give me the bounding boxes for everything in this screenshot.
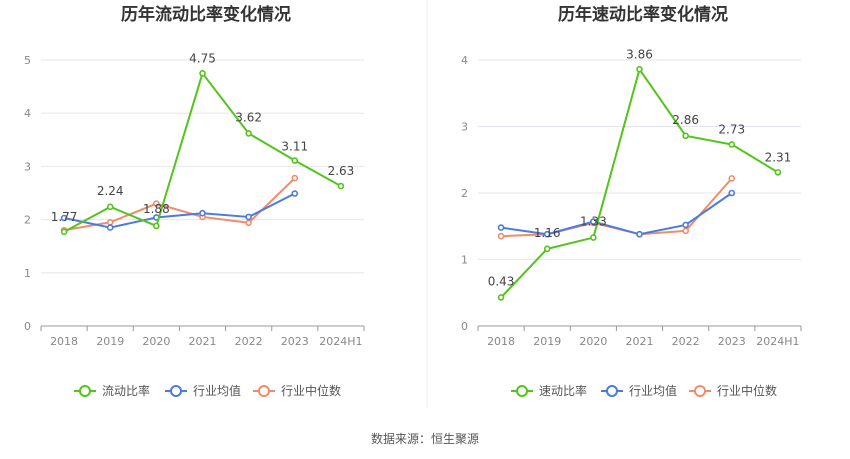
industry-median-series-point[interactable] (728, 175, 736, 182)
industry-avg-series-point[interactable] (497, 224, 505, 231)
industry-median-series-point[interactable] (106, 218, 114, 226)
main-series-point[interactable] (543, 245, 551, 253)
industry-avg-series-point[interactable] (636, 230, 643, 238)
industry-avg-series-point[interactable] (728, 189, 736, 197)
main-series-point[interactable] (497, 294, 505, 301)
y-tick-label: 2 (24, 214, 31, 227)
industry-avg-series-legend-label[interactable]: 行业均值 (193, 383, 241, 398)
x-tick-label: 2024H1 (319, 335, 362, 348)
main-series-point[interactable] (590, 234, 597, 241)
main-series-point[interactable] (682, 132, 689, 140)
main-series-legend-label[interactable]: 流动比率 (102, 383, 150, 398)
y-tick-label: 0 (461, 320, 468, 333)
data-label: 1.88 (143, 202, 170, 216)
data-label: 3.62 (235, 110, 262, 124)
data-label: 2.63 (328, 164, 355, 178)
industry-median-series-legend-label[interactable]: 行业中位数 (717, 383, 777, 398)
data-label: 2.31 (765, 150, 792, 164)
industry-avg-series-point[interactable] (590, 218, 597, 225)
y-tick-label: 2 (461, 187, 468, 200)
y-tick-label: 1 (461, 254, 468, 267)
industry-avg-series-point[interactable] (291, 190, 299, 197)
industry-median-series-point[interactable] (682, 227, 689, 235)
main-series-point[interactable] (199, 70, 206, 77)
y-tick-label: 3 (461, 121, 468, 134)
data-label: 1.16 (534, 226, 561, 240)
data-label: 3.11 (281, 140, 308, 154)
industry-avg-series-point[interactable] (60, 214, 68, 222)
y-tick-label: 4 (24, 107, 31, 120)
x-tick-label: 2021 (626, 335, 654, 348)
industry-median-series-point[interactable] (497, 232, 505, 240)
y-tick-label: 0 (24, 320, 31, 333)
industry-avg-series-point[interactable] (245, 213, 252, 221)
industry-median-series-point[interactable] (153, 200, 160, 207)
x-tick-label: 2021 (189, 335, 217, 348)
main-series-point[interactable] (728, 141, 736, 148)
industry-median-series-point[interactable] (245, 219, 252, 227)
industry-avg-series-point[interactable] (106, 224, 114, 231)
main-series-point[interactable] (774, 169, 782, 176)
industry-avg-series-point[interactable] (199, 209, 206, 217)
industry-avg-series-line (500, 192, 733, 236)
data-source-note: 数据来源：恒生聚源 (370, 432, 479, 446)
y-tick-label: 3 (24, 160, 31, 173)
x-tick-label: 2022 (235, 335, 263, 348)
data-label: 3.86 (626, 47, 653, 61)
industry-avg-series-point[interactable] (543, 230, 551, 238)
industry-median-series-legend-marker[interactable] (694, 385, 706, 397)
main-series-line (500, 68, 779, 299)
industry-avg-series-legend-label[interactable]: 行业均值 (629, 383, 677, 398)
chart-title: 历年流动比率变化情况 (121, 4, 291, 25)
y-tick-label: 5 (24, 54, 31, 67)
x-tick-label: 2024H1 (756, 335, 799, 348)
y-tick-label: 1 (24, 267, 31, 280)
main-series-legend-marker[interactable] (516, 385, 528, 397)
main-series-point[interactable] (636, 66, 643, 73)
industry-avg-series-line (63, 192, 296, 229)
data-label: 0.43 (488, 274, 515, 288)
x-tick-label: 2018 (50, 335, 78, 348)
industry-median-series-point[interactable] (291, 174, 299, 182)
industry-avg-series-legend-marker[interactable] (170, 385, 182, 397)
x-tick-label: 2022 (672, 335, 700, 348)
quick-ratio-chart: 历年速动比率变化情况 0 1 2 3 4 2018 2019 2020 2021 2022 2023… (461, 4, 802, 398)
x-tick-label: 2023 (281, 335, 309, 348)
main-series-legend-marker[interactable] (79, 385, 91, 397)
data-label: 1.33 (580, 215, 607, 229)
industry-median-series-legend-marker[interactable] (258, 385, 270, 397)
data-label: 4.75 (189, 51, 216, 65)
data-label: 2.24 (97, 184, 124, 198)
main-series-point[interactable] (337, 182, 345, 190)
main-series-point[interactable] (153, 222, 160, 230)
main-series-point[interactable] (291, 157, 299, 164)
main-series-point[interactable] (245, 130, 252, 137)
data-label: 1.77 (51, 210, 78, 224)
current-ratio-chart: 历年流动比率变化情况 0 1 2 3 4 5 2018 2019 2020 2021 2022 202… (24, 4, 365, 398)
data-label: 2.73 (718, 122, 745, 136)
x-tick-label: 2023 (718, 335, 746, 348)
y-tick-label: 4 (461, 54, 468, 67)
industry-median-series-legend-label[interactable]: 行业中位数 (281, 383, 341, 398)
industry-avg-series-legend-marker[interactable] (606, 385, 618, 397)
x-tick-label: 2020 (579, 335, 607, 348)
x-tick-label: 2018 (487, 335, 515, 348)
x-tick-label: 2019 (96, 335, 124, 348)
x-tick-label: 2019 (533, 335, 561, 348)
industry-median-series-line (63, 177, 296, 232)
industry-avg-series-point[interactable] (682, 221, 689, 229)
main-series-legend-label[interactable]: 速动比率 (539, 383, 587, 398)
data-label: 2.86 (672, 113, 699, 127)
main-series-point[interactable] (60, 228, 68, 236)
chart-title: 历年速动比率变化情况 (558, 4, 728, 25)
main-series-point[interactable] (106, 203, 114, 211)
x-tick-label: 2020 (142, 335, 170, 348)
